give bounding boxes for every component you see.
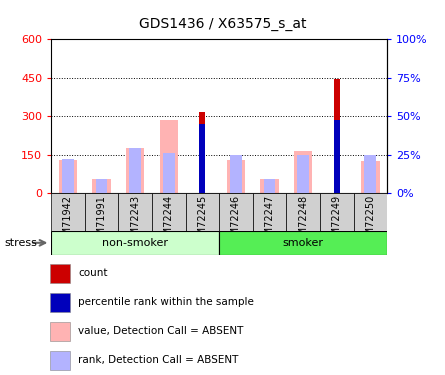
Bar: [85, 193, 118, 231]
Bar: [92, 179, 111, 193]
Text: GSM72245: GSM72245: [198, 195, 207, 248]
Bar: [260, 179, 279, 193]
Text: GSM71942: GSM71942: [63, 195, 73, 248]
Text: non-smoker: non-smoker: [102, 238, 168, 248]
Text: GSM72250: GSM72250: [365, 195, 375, 248]
Text: GSM72246: GSM72246: [231, 195, 241, 248]
Bar: [186, 193, 219, 231]
Text: GSM72249: GSM72249: [332, 195, 342, 248]
Bar: [334, 120, 340, 193]
Bar: [227, 160, 245, 193]
Bar: [50, 293, 70, 312]
Bar: [320, 193, 354, 231]
Text: smoker: smoker: [283, 238, 324, 248]
Bar: [334, 79, 340, 193]
Bar: [230, 154, 242, 193]
Bar: [297, 154, 309, 193]
Bar: [199, 112, 206, 193]
Text: GSM72248: GSM72248: [298, 195, 308, 248]
Bar: [51, 193, 85, 231]
Bar: [163, 153, 174, 193]
Bar: [353, 193, 387, 231]
Bar: [50, 264, 70, 283]
Bar: [364, 154, 376, 193]
Bar: [51, 231, 219, 255]
Bar: [152, 193, 186, 231]
Text: percentile rank within the sample: percentile rank within the sample: [78, 297, 254, 307]
Text: GSM72244: GSM72244: [164, 195, 174, 248]
Bar: [159, 120, 178, 193]
Bar: [126, 148, 145, 193]
Text: rank, Detection Call = ABSENT: rank, Detection Call = ABSENT: [78, 356, 239, 366]
Bar: [253, 193, 287, 231]
Bar: [294, 151, 312, 193]
Bar: [50, 322, 70, 341]
Bar: [129, 148, 141, 193]
Text: GSM72243: GSM72243: [130, 195, 140, 248]
Bar: [59, 160, 77, 193]
Bar: [264, 179, 275, 193]
Bar: [219, 231, 387, 255]
Bar: [287, 193, 320, 231]
Bar: [199, 124, 206, 193]
Text: stress: stress: [4, 238, 37, 248]
Text: value, Detection Call = ABSENT: value, Detection Call = ABSENT: [78, 326, 244, 336]
Bar: [219, 193, 253, 231]
Text: GSM71991: GSM71991: [97, 195, 106, 248]
Bar: [96, 179, 107, 193]
Bar: [50, 351, 70, 370]
Bar: [118, 193, 152, 231]
Text: count: count: [78, 268, 108, 278]
Text: GDS1436 / X63575_s_at: GDS1436 / X63575_s_at: [139, 17, 306, 31]
Text: GSM72247: GSM72247: [265, 195, 275, 248]
Bar: [62, 159, 74, 193]
Bar: [361, 161, 380, 193]
